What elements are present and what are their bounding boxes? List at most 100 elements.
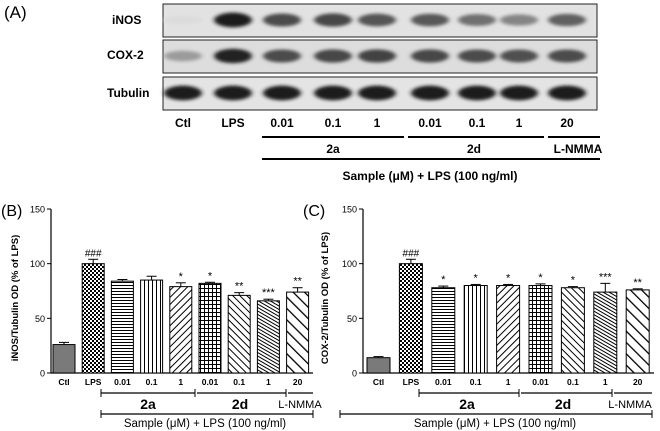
blot-band-inos: [358, 13, 396, 27]
bar-1: [398, 263, 423, 374]
bar-7: [593, 291, 618, 374]
y-tick-label: 50: [35, 314, 45, 324]
bar-3: [140, 279, 164, 374]
panel-c: (C) COX-2/Tubulin OD (% of LPS) 0 50 100 15…: [303, 203, 654, 430]
panel-c-group-lnmma: L-NMMA: [608, 399, 652, 411]
panel-c-group-2d: 2d: [555, 396, 571, 412]
blot-label-tubulin: Tubulin: [107, 86, 149, 100]
bar-6: [227, 294, 251, 374]
blot-band-cox2: [263, 49, 301, 63]
significance-mark: ***: [599, 271, 613, 283]
blot-band-tubulin: [164, 85, 202, 101]
blot-band-tubulin: [500, 85, 538, 101]
x-tick-label: 1: [603, 377, 608, 387]
group-brackets: 2a 2d L-NMMA Sample (μM) + LPS (100 ng/m…: [262, 136, 603, 183]
blot-band-cox2: [458, 49, 496, 63]
panel-a-label: (A): [4, 3, 27, 22]
significance-mark: *: [179, 271, 184, 283]
bar-5: [198, 282, 222, 374]
panel-b: (B) iNOS/Tubulin OD (% of LPS) 0 50 100 150…: [1, 203, 322, 430]
blot-label-cox2: COX-2: [107, 48, 144, 62]
x-tick-label: 0.01: [532, 377, 549, 387]
x-tick-label: LPS: [403, 377, 420, 387]
bar-2: [110, 280, 134, 374]
blot-band-inos: [164, 15, 202, 25]
lane-label: 0.1: [469, 116, 486, 130]
lane-labels: Ctl LPS 0.01 0.1 1 0.01 0.1 1 20: [175, 116, 574, 130]
x-tick-label: 1: [506, 377, 511, 387]
lane-label: 1: [516, 116, 523, 130]
y-tick-label: 0: [40, 369, 45, 379]
x-tick-label: LPS: [85, 377, 102, 387]
x-tick-label: Ctl: [58, 377, 69, 387]
y-tick-label: 0: [352, 369, 357, 379]
x-tick-label: 0.01: [114, 377, 131, 387]
significance-mark: *: [208, 270, 213, 282]
panel-b-group-2a: 2a: [140, 396, 156, 412]
panel-b-caption: Sample (μM) + LPS (100 ng/ml): [124, 418, 286, 430]
y-tick-label: 50: [347, 314, 357, 324]
blot-band-inos: [214, 12, 252, 28]
blot-band-tubulin: [411, 85, 449, 101]
lane-label: 0.01: [270, 116, 294, 130]
significance-mark: *: [506, 272, 511, 284]
panel-c-group-2a: 2a: [459, 396, 475, 412]
panel-c-caption: Sample (μM) + LPS (100 ng/ml): [414, 418, 576, 430]
bar-4: [496, 285, 521, 374]
bar-5: [528, 285, 553, 374]
blot-band-inos: [314, 13, 352, 27]
blot-band-inos: [458, 14, 496, 26]
x-tick-label: Ctl: [373, 377, 384, 387]
bar-4: [169, 286, 193, 374]
bar-0: [52, 344, 76, 374]
x-tick-label: 0.1: [146, 377, 158, 387]
x-tick-label: 0.01: [435, 377, 452, 387]
panel-c-plot: 0 50 100 150 Ctl ### LPS * 0.01 * 0.1 * 1 * 0.01 * 0.1 **…: [342, 205, 654, 387]
blot-band-cox2: [411, 49, 449, 63]
blot-band-inos: [263, 13, 301, 27]
blot-band-cox2: [214, 48, 252, 64]
blot-bands: [164, 12, 586, 101]
significance-mark: ***: [262, 287, 276, 299]
bar-8: [625, 289, 650, 374]
significance-mark: ###: [403, 248, 420, 259]
blot-band-tubulin: [548, 85, 586, 101]
blot-band-tubulin: [358, 85, 396, 101]
y-tick-label: 100: [30, 259, 45, 269]
lane-label: 0.1: [325, 116, 342, 130]
x-tick-label: 0.1: [233, 377, 245, 387]
y-tick-label: 100: [342, 259, 357, 269]
panel-a: (A) iNOS COX-2 Tubulin Ctl LPS 0.01 0.1 …: [4, 3, 603, 183]
blot-band-inos: [548, 13, 586, 27]
lane-label: LPS: [221, 116, 244, 130]
panel-b-group-lnmma: L-NMMA: [278, 399, 322, 411]
panel-c-groups: 2a 2d L-NMMA Sample (μM) + LPS (100 ng/m…: [339, 389, 653, 430]
bar-2: [431, 287, 456, 374]
significance-mark: *: [474, 272, 479, 284]
x-tick-label: 20: [293, 377, 303, 387]
panel-c-label: (C): [303, 203, 325, 220]
bar-6: [560, 287, 585, 374]
blot-band-inos: [500, 14, 538, 26]
significance-mark: *: [441, 274, 446, 286]
significance-mark: *: [571, 275, 576, 287]
significance-mark: ###: [85, 248, 102, 259]
significance-mark: **: [235, 281, 244, 293]
blot-band-tubulin: [263, 85, 301, 101]
group-label-2d: 2d: [467, 142, 481, 156]
bar-7: [256, 300, 280, 374]
lane-label: Ctl: [175, 116, 191, 130]
x-tick-label: 0.01: [202, 377, 219, 387]
x-tick-label: 20: [633, 377, 643, 387]
lane-label: 20: [560, 116, 574, 130]
significance-mark: **: [293, 276, 302, 288]
significance-mark: **: [633, 277, 642, 289]
blot-band-tubulin: [214, 85, 252, 101]
x-tick-label: 0.1: [567, 377, 579, 387]
panel-b-label: (B): [1, 203, 22, 220]
group-label-lnmma: L-NMMA: [554, 142, 603, 156]
blot-band-cox2: [548, 49, 586, 63]
bar-0: [366, 357, 391, 374]
blot-band-tubulin: [314, 85, 352, 101]
blot-label-inos: iNOS: [112, 13, 141, 27]
